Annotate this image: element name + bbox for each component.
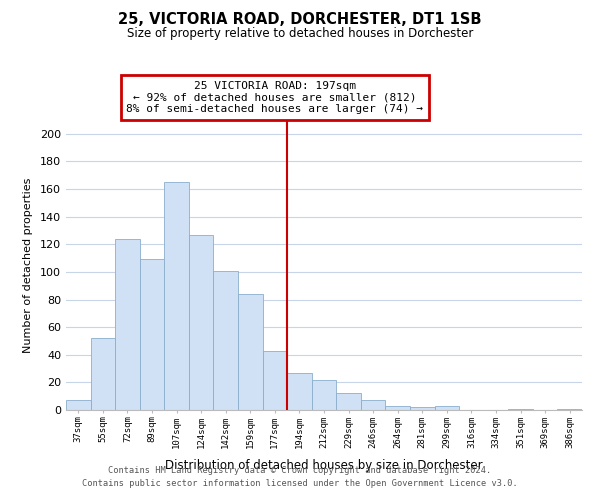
- Bar: [361, 400, 385, 410]
- Bar: [336, 394, 361, 410]
- Bar: [238, 294, 263, 410]
- Bar: [189, 234, 214, 410]
- Bar: [91, 338, 115, 410]
- X-axis label: Distribution of detached houses by size in Dorchester: Distribution of detached houses by size …: [165, 459, 483, 472]
- Text: Size of property relative to detached houses in Dorchester: Size of property relative to detached ho…: [127, 28, 473, 40]
- Text: Contains HM Land Registry data © Crown copyright and database right 2024.
Contai: Contains HM Land Registry data © Crown c…: [82, 466, 518, 487]
- Bar: [312, 380, 336, 410]
- Bar: [434, 406, 459, 410]
- Bar: [115, 239, 140, 410]
- Bar: [263, 350, 287, 410]
- Bar: [66, 400, 91, 410]
- Text: 25, VICTORIA ROAD, DORCHESTER, DT1 1SB: 25, VICTORIA ROAD, DORCHESTER, DT1 1SB: [118, 12, 482, 28]
- Bar: [410, 407, 434, 410]
- Text: 25 VICTORIA ROAD: 197sqm
← 92% of detached houses are smaller (812)
8% of semi-d: 25 VICTORIA ROAD: 197sqm ← 92% of detach…: [127, 81, 424, 114]
- Bar: [287, 372, 312, 410]
- Bar: [140, 260, 164, 410]
- Bar: [164, 182, 189, 410]
- Bar: [214, 270, 238, 410]
- Bar: [385, 406, 410, 410]
- Bar: [557, 408, 582, 410]
- Bar: [508, 408, 533, 410]
- Y-axis label: Number of detached properties: Number of detached properties: [23, 178, 33, 352]
